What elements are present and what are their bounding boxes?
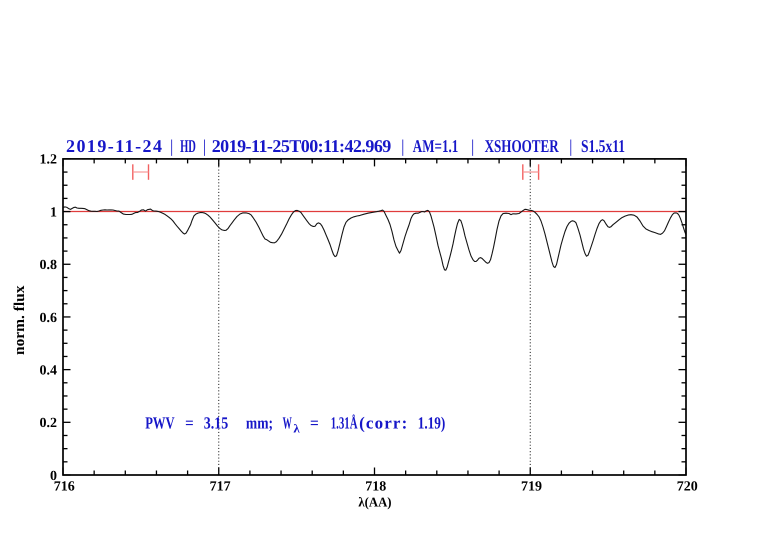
svg-text:1.2: 1.2 [40, 153, 58, 168]
svg-text:=: = [185, 414, 194, 433]
svg-text:W: W [283, 414, 292, 433]
svg-text:=: = [310, 414, 319, 433]
svg-text:|: | [402, 136, 405, 156]
svg-text:1.31Å: 1.31Å [331, 414, 358, 433]
svg-text:1: 1 [50, 205, 57, 220]
svg-text:717: 717 [210, 480, 231, 495]
svg-text:2019-11-25T00:11:42.969: 2019-11-25T00:11:42.969 [212, 136, 392, 156]
svg-text:3.15: 3.15 [204, 414, 228, 433]
svg-text:0.8: 0.8 [40, 258, 58, 273]
svg-text:XSHOOTER: XSHOOTER [485, 136, 560, 156]
svg-text:AM=1.1: AM=1.1 [413, 136, 459, 156]
svg-text:2019-11-24: 2019-11-24 [66, 136, 163, 156]
svg-text:PWV: PWV [145, 414, 175, 433]
svg-text:λ(AA): λ(AA) [358, 495, 391, 510]
svg-text:(corr:: (corr: [359, 414, 408, 433]
svg-text:HD: HD [180, 136, 196, 156]
svg-text:0.4: 0.4 [40, 363, 58, 378]
svg-text:λ: λ [293, 422, 299, 436]
svg-text:|: | [203, 136, 206, 156]
svg-text:|: | [170, 136, 173, 156]
svg-text:1.19): 1.19) [418, 414, 446, 433]
svg-text:0: 0 [50, 469, 57, 484]
svg-text:718: 718 [365, 480, 386, 495]
svg-text:0.6: 0.6 [40, 311, 58, 326]
svg-text:720: 720 [677, 480, 698, 495]
svg-text:mm;: mm; [246, 414, 273, 433]
svg-text:norm. flux: norm. flux [12, 285, 28, 355]
svg-text:|: | [570, 136, 573, 156]
svg-text:|: | [471, 136, 474, 156]
svg-text:0.2: 0.2 [40, 416, 58, 431]
svg-text:719: 719 [521, 480, 542, 495]
svg-text:716: 716 [54, 480, 75, 495]
svg-text:S1.5x11: S1.5x11 [581, 136, 625, 156]
